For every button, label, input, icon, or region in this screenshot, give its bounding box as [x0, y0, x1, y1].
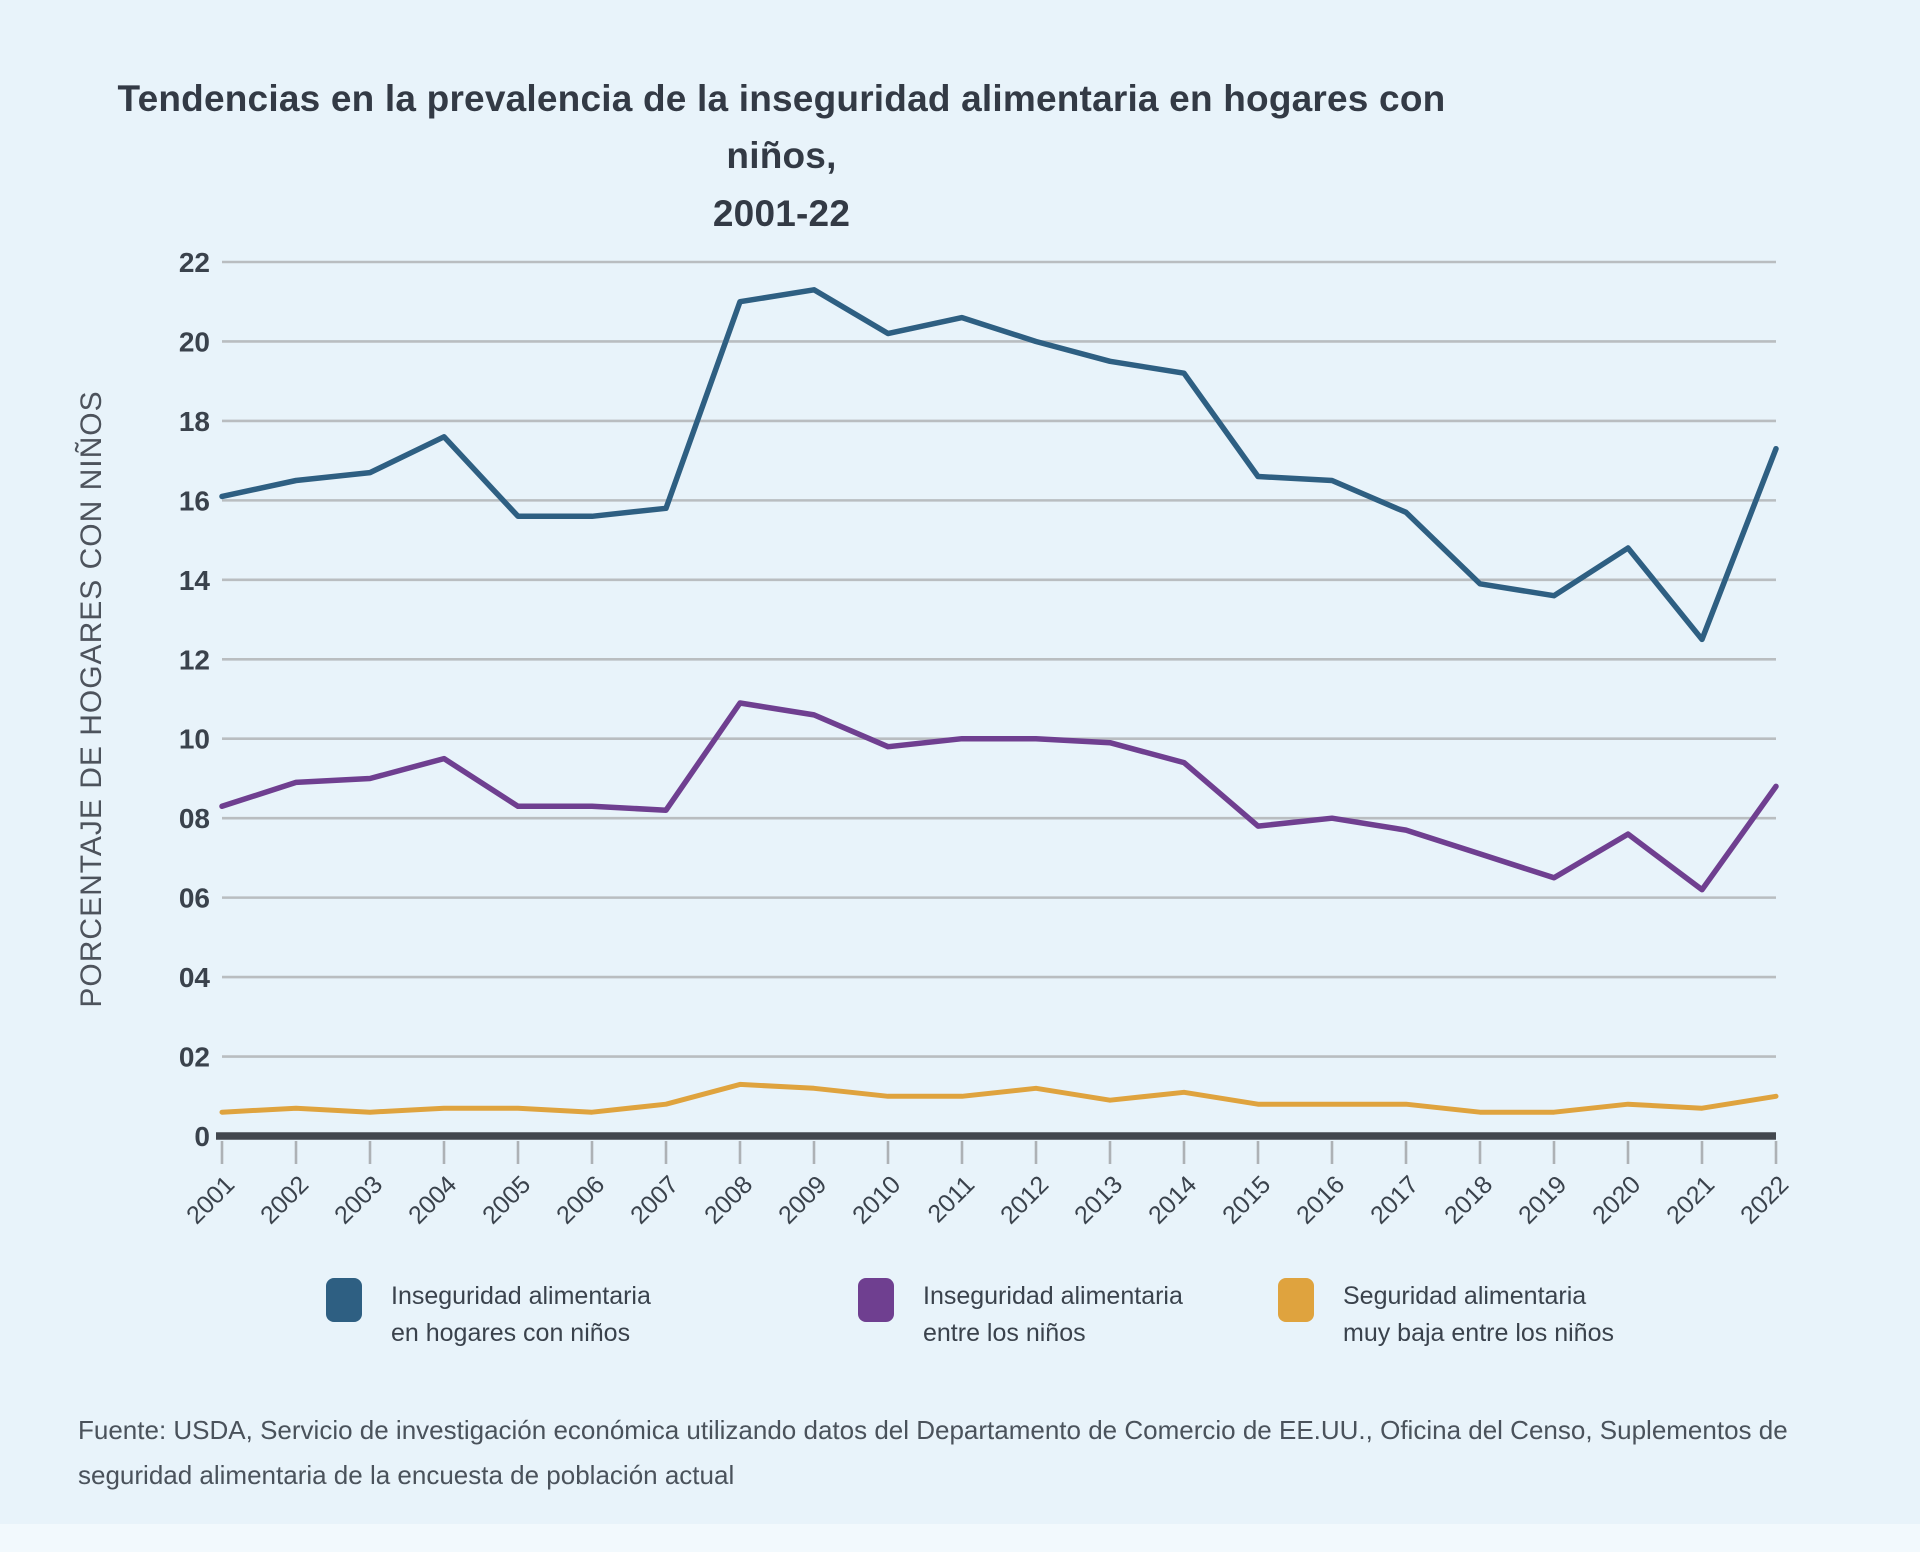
legend-item-seguridad-muy-baja: Seguridad alimentaria muy baja entre los… — [1278, 1278, 1614, 1352]
legend-item-inseguridad-ninos: Inseguridad alimentaria entre los niños — [858, 1278, 1183, 1352]
x-tick-label: 2015 — [1217, 1170, 1276, 1229]
y-tick-label: 18 — [179, 406, 210, 437]
x-tick-label: 2008 — [699, 1170, 758, 1229]
legend-label-line: en hogares con niños — [391, 1319, 631, 1347]
y-tick-label: 14 — [179, 565, 211, 596]
y-tick-label: 12 — [179, 644, 210, 675]
y-tick-label: 20 — [179, 326, 210, 357]
x-tick-label: 2016 — [1291, 1170, 1350, 1229]
x-tick-label: 2013 — [1069, 1170, 1128, 1229]
x-tick-label: 2011 — [922, 1170, 980, 1228]
x-tick-label: 2018 — [1439, 1170, 1498, 1229]
x-tick-label: 2010 — [847, 1170, 906, 1229]
y-tick-label: 10 — [179, 724, 210, 755]
x-tick-label: 2020 — [1587, 1170, 1646, 1229]
y-tick-label: 0 — [194, 1121, 210, 1152]
legend-label-line: Inseguridad alimentaria — [923, 1282, 1183, 1310]
legend-swatch-purple — [858, 1278, 894, 1322]
y-tick-label: 16 — [179, 485, 210, 516]
y-tick-label: 08 — [179, 803, 210, 834]
x-tick-label: 2004 — [403, 1170, 462, 1229]
y-tick-label: 06 — [179, 883, 210, 914]
y-tick-label: 22 — [179, 247, 210, 278]
x-tick-label: 2001 — [181, 1170, 240, 1229]
x-tick-label: 2007 — [625, 1170, 684, 1229]
legend-label-line: Seguridad alimentaria — [1343, 1282, 1587, 1310]
legend-item-inseguridad-hogares: Inseguridad alimentaria en hogares con n… — [326, 1278, 651, 1352]
series-line-2 — [219, 1081, 1779, 1115]
x-tick-label: 2021 — [1661, 1170, 1720, 1229]
x-tick-label: 2002 — [255, 1170, 314, 1229]
legend-label-line: muy baja entre los niños — [1343, 1319, 1614, 1347]
x-tick-label: 2012 — [995, 1170, 1054, 1229]
series-line-1 — [219, 700, 1779, 893]
page-title-line-1: Tendencias en la prevalencia de la inseg… — [117, 78, 1446, 177]
x-tick-label: 2014 — [1143, 1170, 1202, 1229]
x-tick-label: 2006 — [551, 1170, 610, 1229]
y-tick-label: 04 — [179, 962, 211, 993]
page-title-line-2: 2001-22 — [712, 192, 851, 234]
legend-swatch-blue — [326, 1278, 362, 1322]
page-title: Tendencias en la prevalencia de la inseg… — [63, 70, 1500, 242]
x-tick-label: 2009 — [773, 1170, 832, 1229]
x-tick-label: 2019 — [1513, 1170, 1572, 1229]
legend-label-line: Inseguridad alimentaria — [391, 1282, 651, 1310]
bottom-strip — [0, 1524, 1920, 1552]
x-tick-label: 2022 — [1735, 1170, 1794, 1229]
y-axis-title: PORCENTAJE DE HOGARES CON NIÑOS — [74, 390, 108, 1007]
legend-swatch-orange — [1278, 1278, 1314, 1322]
x-tick-label: 2005 — [477, 1170, 536, 1229]
series-line-0 — [219, 287, 1779, 643]
x-tick-label: 2017 — [1365, 1170, 1424, 1229]
x-tick-label: 2003 — [329, 1170, 388, 1229]
legend-label-line: entre los niños — [923, 1319, 1086, 1347]
y-tick-label: 02 — [179, 1042, 210, 1073]
source-attribution: Fuente: USDA, Servicio de investigación … — [78, 1415, 1788, 1490]
